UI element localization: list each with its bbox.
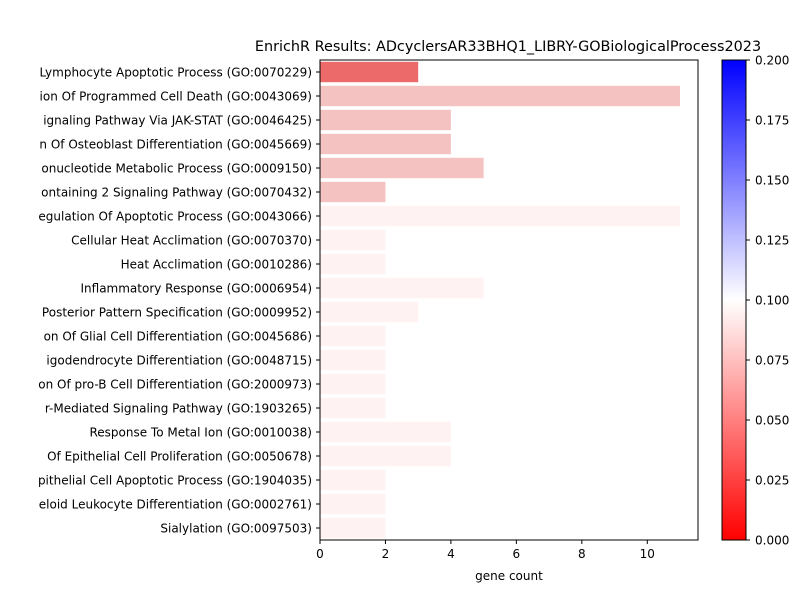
bar [320, 301, 419, 323]
bar [320, 397, 386, 419]
y-tick-label: ontaining 2 Signaling Pathway (GO:007043… [41, 186, 312, 200]
colorbar-tick-label: 0.150 [755, 174, 789, 188]
colorbar-ticks: 0.000 0.025 0.050 0.075 0.100 0.125 0.150 0.175… [746, 54, 789, 548]
y-tick-label: Of Epithelial Cell Proliferation (GO:005… [47, 450, 312, 464]
bar [320, 373, 386, 395]
y-tick-label: ion Of Programmed Cell Death (GO:0043069… [40, 90, 312, 104]
bar [320, 205, 680, 227]
y-tick-label: Posterior Pattern Specification (GO:0009… [42, 306, 312, 320]
x-axis-ticks: 0 2 4 6 8 10 [316, 540, 655, 561]
colorbar-tick-label: 0.075 [755, 354, 789, 368]
y-tick-label: Response To Metal Ion (GO:0010038) [89, 426, 312, 440]
bar [320, 349, 386, 371]
x-tick-label: 10 [640, 547, 655, 561]
y-tick-label: Cellular Heat Acclimation (GO:0070370) [71, 234, 312, 248]
x-axis-label: gene count [475, 569, 543, 583]
bars-layer [320, 61, 680, 539]
plot-frame [319, 59, 699, 541]
colorbar-tick-label: 0.025 [755, 474, 789, 488]
colorbar-tick-label: 0.200 [755, 54, 789, 68]
colorbar [721, 59, 747, 541]
bar [320, 493, 386, 515]
bar [320, 157, 484, 179]
bar [320, 517, 386, 539]
y-tick-label: eloid Leukocyte Differentiation (GO:0002… [39, 498, 312, 512]
x-tick-label: 2 [382, 547, 390, 561]
chart-title: EnrichR Results: ADcyclersAR33BHQ1_LIBRY… [255, 39, 761, 55]
x-tick-label: 8 [578, 547, 586, 561]
colorbar-tick-label: 0.125 [755, 234, 789, 248]
y-tick-label: onucleotide Metabolic Process (GO:000915… [41, 162, 312, 176]
y-tick-label: ignaling Pathway Via JAK-STAT (GO:004642… [43, 114, 312, 128]
y-tick-label: on Of Glial Cell Differentiation (GO:004… [44, 330, 312, 344]
y-tick-label: Heat Acclimation (GO:0010286) [121, 258, 312, 272]
y-tick-label: Lymphocyte Apoptotic Process (GO:0070229… [39, 66, 312, 80]
bar [320, 325, 386, 347]
y-tick-labels: Lymphocyte Apoptotic Process (GO:0070229… [38, 66, 320, 536]
y-tick-label: Inflammatory Response (GO:0006954) [80, 282, 312, 296]
y-tick-label: Sialylation (GO:0097503) [160, 522, 312, 536]
x-tick-label: 6 [513, 547, 521, 561]
colorbar-tick-label: 0.050 [755, 414, 789, 428]
bar [320, 229, 386, 251]
y-tick-label: r-Mediated Signaling Pathway (GO:1903265… [45, 402, 312, 416]
y-tick-label: igodendrocyte Differentiation (GO:004871… [46, 354, 312, 368]
bar [320, 109, 451, 131]
bar [320, 61, 419, 83]
bar [320, 85, 680, 107]
x-tick-label: 4 [447, 547, 455, 561]
y-tick-label: pithelial Cell Apoptotic Process (GO:190… [38, 474, 312, 488]
colorbar-tick-label: 0.100 [755, 294, 789, 308]
bar [320, 421, 451, 443]
x-tick-label: 0 [316, 547, 324, 561]
colorbar-tick-label: 0.175 [755, 114, 789, 128]
bar [320, 277, 484, 299]
y-tick-label: on Of pro-B Cell Differentiation (GO:200… [38, 378, 312, 392]
bar [320, 133, 451, 155]
bar [320, 253, 386, 275]
bar [320, 181, 386, 203]
bar [320, 445, 451, 467]
y-tick-label: n Of Osteoblast Differentiation (GO:0045… [39, 138, 312, 152]
colorbar-tick-label: 0.000 [755, 534, 789, 548]
bar [320, 469, 386, 491]
y-tick-label: egulation Of Apoptotic Process (GO:00430… [38, 210, 312, 224]
